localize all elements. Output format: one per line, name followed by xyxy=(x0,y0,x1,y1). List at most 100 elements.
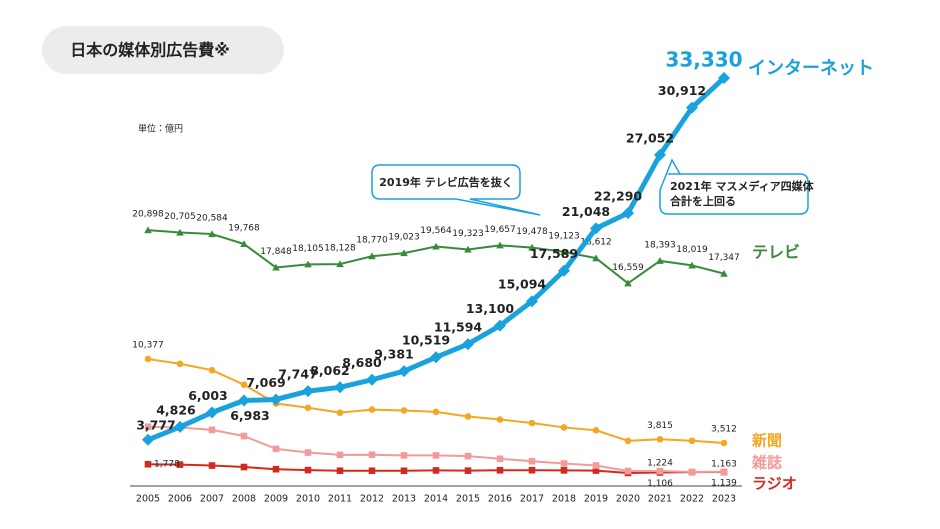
data-point xyxy=(656,467,664,475)
data-point xyxy=(270,393,282,406)
data-label: 19,023 xyxy=(388,233,420,243)
data-point xyxy=(240,240,248,248)
data-point xyxy=(144,423,152,431)
data-point xyxy=(272,465,280,473)
legend-label: 雑誌 xyxy=(751,454,782,472)
data-point xyxy=(174,420,186,433)
data-point xyxy=(718,72,730,84)
data-label: 7,747 xyxy=(278,367,318,382)
data-label: 30,912 xyxy=(658,83,706,98)
data-point xyxy=(432,452,440,459)
data-point xyxy=(238,394,250,407)
annotation: 合計を上回る xyxy=(669,194,736,208)
data-point xyxy=(304,404,312,412)
data-point xyxy=(368,467,376,475)
data-label: 3,512 xyxy=(711,425,737,435)
data-point xyxy=(208,230,216,238)
data-label: 19,657 xyxy=(484,225,516,235)
data-label: 20,705 xyxy=(164,212,196,222)
data-point xyxy=(560,460,568,467)
data-point xyxy=(464,452,472,460)
data-label: 19,478 xyxy=(516,227,548,237)
data-point xyxy=(432,467,440,474)
data-label: 27,052 xyxy=(626,130,674,145)
legend-label: ラジオ xyxy=(752,475,797,493)
data-point xyxy=(144,226,152,234)
data-label: 1,163 xyxy=(711,459,737,469)
data-point xyxy=(430,351,442,364)
series-line xyxy=(147,229,725,285)
data-point xyxy=(720,468,728,476)
data-label: 17,347 xyxy=(708,253,740,263)
data-point xyxy=(334,381,346,394)
data-label: 18,393 xyxy=(644,240,676,250)
x-tick-label: 2023 xyxy=(712,494,736,505)
data-point xyxy=(272,263,280,271)
annotation: 2021年 マスメディア四媒体 xyxy=(670,179,815,193)
data-label: 10,519 xyxy=(402,333,450,348)
data-label: 6,983 xyxy=(230,408,270,423)
data-label: 1,106 xyxy=(647,479,673,489)
data-point xyxy=(688,261,696,269)
data-point xyxy=(528,243,536,251)
data-label: 1,139 xyxy=(711,479,737,489)
data-point xyxy=(240,463,248,471)
data-point xyxy=(336,451,344,459)
legend-label: インターネット xyxy=(748,58,874,79)
data-point xyxy=(176,228,184,236)
data-point xyxy=(464,245,472,253)
data-point xyxy=(592,427,600,434)
data-point xyxy=(400,467,408,475)
data-point xyxy=(336,409,344,416)
x-tick-label: 2005 xyxy=(136,494,160,505)
data-point xyxy=(622,207,634,220)
data-point xyxy=(720,439,728,447)
data-label: 11,594 xyxy=(434,320,483,335)
data-label: 21,048 xyxy=(562,204,610,219)
data-label: 7,069 xyxy=(246,375,286,390)
data-point xyxy=(368,451,376,459)
data-point xyxy=(144,460,152,468)
data-point xyxy=(656,435,664,443)
data-point xyxy=(176,461,184,468)
x-tick-label: 2011 xyxy=(328,494,352,505)
callout-box xyxy=(371,164,541,216)
data-point xyxy=(398,365,410,378)
data-label: 18,019 xyxy=(676,245,708,255)
data-label: 33,330 xyxy=(665,48,742,72)
data-label: 17,589 xyxy=(530,246,578,261)
data-point xyxy=(688,437,696,445)
legend-label: 新聞 xyxy=(751,432,782,450)
data-point xyxy=(304,449,312,456)
x-tick-label: 2021 xyxy=(648,494,672,505)
x-tick-label: 2018 xyxy=(552,494,576,505)
data-point xyxy=(592,462,600,469)
data-point xyxy=(304,260,312,268)
x-tick-label: 2014 xyxy=(424,494,448,505)
data-label: 18,128 xyxy=(324,244,356,254)
data-point xyxy=(400,249,408,257)
data-point xyxy=(368,406,376,413)
data-label: 19,564 xyxy=(420,226,452,236)
x-tick-label: 2017 xyxy=(520,494,544,505)
data-point xyxy=(176,360,184,368)
data-point xyxy=(496,455,504,463)
data-label: 22,290 xyxy=(594,189,643,204)
data-point xyxy=(528,466,536,474)
data-label: 1,224 xyxy=(647,459,673,469)
data-label: 18,770 xyxy=(356,236,388,246)
data-point xyxy=(496,241,504,249)
data-point xyxy=(560,467,568,474)
x-tick-label: 2016 xyxy=(488,494,512,505)
data-point xyxy=(336,467,344,475)
data-label: 4,826 xyxy=(156,402,196,417)
callout-1: 2019年 テレビ広告を抜く xyxy=(371,164,541,216)
data-point xyxy=(462,338,474,351)
data-label: 20,584 xyxy=(196,214,228,224)
legend-label: テレビ xyxy=(752,243,800,262)
data-label: 15,094 xyxy=(498,277,547,292)
data-point xyxy=(400,407,408,414)
data-point xyxy=(494,319,506,332)
data-label: 8,062 xyxy=(310,363,350,378)
